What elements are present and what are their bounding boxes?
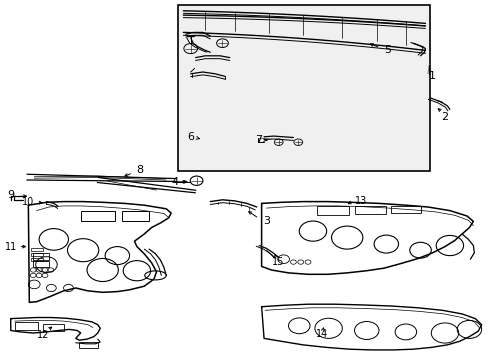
Bar bbox=[33, 253, 49, 260]
Bar bbox=[122, 211, 149, 221]
Bar bbox=[15, 322, 38, 330]
Bar bbox=[354, 206, 386, 214]
Bar bbox=[31, 248, 43, 251]
Text: 1: 1 bbox=[428, 71, 435, 81]
Bar bbox=[31, 258, 43, 261]
Text: 3: 3 bbox=[263, 216, 269, 226]
Text: 13: 13 bbox=[354, 196, 366, 206]
Bar bbox=[390, 206, 420, 213]
Text: 5: 5 bbox=[383, 45, 390, 55]
Text: 10: 10 bbox=[22, 197, 35, 207]
Bar bbox=[33, 261, 49, 267]
Text: 9: 9 bbox=[7, 190, 14, 201]
Text: 4: 4 bbox=[171, 177, 178, 187]
Text: 7: 7 bbox=[254, 135, 261, 145]
Text: 8: 8 bbox=[136, 165, 142, 175]
Bar bbox=[43, 324, 63, 331]
Text: 12: 12 bbox=[37, 330, 49, 340]
Text: 14: 14 bbox=[315, 329, 327, 339]
Text: 15: 15 bbox=[271, 257, 284, 267]
Text: 6: 6 bbox=[187, 132, 194, 142]
Bar bbox=[316, 206, 348, 215]
Text: 2: 2 bbox=[441, 112, 447, 122]
Text: 11: 11 bbox=[4, 242, 17, 252]
Bar bbox=[79, 342, 98, 348]
Bar bbox=[31, 253, 43, 256]
Bar bbox=[81, 211, 115, 221]
Bar bbox=[178, 5, 429, 171]
